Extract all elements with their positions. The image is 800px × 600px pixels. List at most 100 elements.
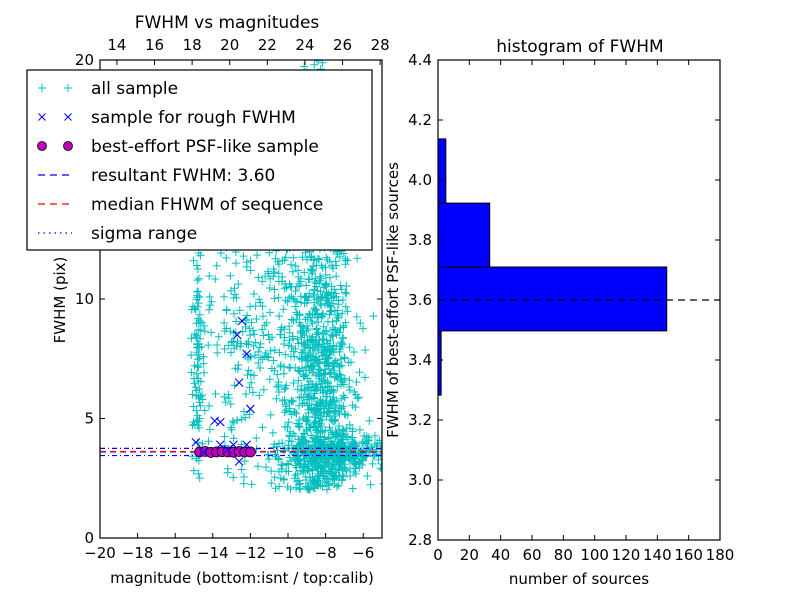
legend-entry-label: median FHWM of sequence <box>91 195 323 215</box>
rough-sample-point <box>215 417 225 427</box>
all-sample-point <box>331 326 340 335</box>
all-sample-point <box>279 475 288 484</box>
all-sample-point <box>228 417 237 426</box>
all-sample-point <box>332 272 341 281</box>
all-sample-point <box>282 467 291 476</box>
all-sample-point <box>303 321 312 330</box>
all-sample-point <box>247 378 256 387</box>
all-sample-point <box>258 325 267 334</box>
histogram-chart: histogram of FWHM 0 20 40 60 80 100 120 140 160 1… <box>384 37 734 588</box>
all-sample-point <box>302 281 311 290</box>
all-sample-point <box>310 404 319 413</box>
all-sample-point <box>430 436 438 444</box>
all-sample-point <box>330 412 339 421</box>
all-sample-point <box>346 358 355 367</box>
all-sample-point <box>304 344 313 353</box>
rough-sample-point <box>237 316 247 326</box>
all-sample-point <box>301 415 310 424</box>
all-sample-point <box>336 281 345 290</box>
all-sample-point <box>231 259 240 268</box>
all-sample-point <box>341 288 350 297</box>
all-sample-point <box>188 390 197 399</box>
all-sample-point <box>312 463 321 472</box>
all-sample-point <box>319 335 328 344</box>
all-sample-point <box>265 375 274 384</box>
all-sample-point <box>374 455 382 464</box>
all-sample-point <box>273 257 282 266</box>
all-sample-point <box>346 472 355 481</box>
all-sample-point <box>343 256 352 265</box>
all-sample-point <box>222 253 231 262</box>
all-sample-point <box>379 453 382 455</box>
all-sample-point <box>289 379 298 388</box>
all-sample-point <box>296 328 305 337</box>
all-sample-point <box>289 397 298 406</box>
all-sample-point <box>283 423 292 432</box>
all-sample-point <box>392 438 400 446</box>
histogram-bar <box>437 202 491 268</box>
all-sample-point <box>256 353 265 362</box>
all-sample-point <box>226 271 235 280</box>
all-sample-point <box>279 369 288 378</box>
all-sample-point <box>301 315 310 324</box>
all-sample-point <box>311 274 320 283</box>
y-tick-label: 4.4 <box>408 51 432 69</box>
all-sample-point <box>279 340 288 349</box>
all-sample-point <box>274 439 283 448</box>
all-sample-point <box>321 426 330 435</box>
all-sample-point <box>316 272 325 281</box>
all-sample-point <box>329 417 338 426</box>
all-sample-point <box>242 311 251 320</box>
all-sample-point <box>313 359 322 368</box>
all-sample-point <box>194 318 203 327</box>
all-sample-point <box>237 339 246 348</box>
all-sample-point <box>317 420 326 429</box>
all-sample-point <box>317 348 326 357</box>
scatter-ylabel: FWHM (pix) <box>51 257 69 344</box>
all-sample-point <box>223 464 232 473</box>
all-sample-point <box>335 439 344 448</box>
all-sample-point <box>309 304 318 313</box>
all-sample-point <box>369 312 378 321</box>
all-sample-point <box>244 340 253 349</box>
all-sample-point <box>319 322 328 331</box>
rough-sample-point <box>199 447 208 457</box>
all-sample-point <box>300 342 309 351</box>
all-sample-point <box>247 318 256 327</box>
all-sample-point <box>320 376 329 385</box>
y-tick-label: 3.2 <box>408 411 432 429</box>
legend-entry-label: resultant FWHM: 3.60 <box>91 166 275 186</box>
all-sample-point <box>205 305 214 314</box>
all-sample-point <box>330 475 339 484</box>
all-sample-point <box>295 279 304 288</box>
all-sample-point <box>345 376 354 385</box>
rough-sample-point <box>242 349 252 359</box>
x-tick-label: 60 <box>522 546 541 564</box>
all-sample-point <box>325 423 334 432</box>
all-sample-point <box>306 484 315 493</box>
all-sample-point <box>253 462 262 471</box>
all-sample-point <box>314 346 323 355</box>
all-sample-point <box>326 368 335 377</box>
all-sample-point <box>370 431 379 440</box>
all-sample-point <box>354 393 363 402</box>
all-sample-point <box>292 409 301 418</box>
all-sample-point <box>239 407 248 416</box>
all-sample-point <box>292 463 301 472</box>
y-tick-label: 5 <box>84 410 94 428</box>
all-sample-point <box>193 355 202 364</box>
all-sample-point <box>204 437 213 446</box>
all-sample-point <box>353 254 362 263</box>
all-sample-point <box>328 470 337 479</box>
all-sample-point <box>293 335 302 344</box>
all-sample-point <box>344 358 353 367</box>
all-sample-point <box>281 279 290 288</box>
all-sample-point <box>190 304 199 313</box>
all-sample-point <box>298 399 307 408</box>
all-sample-point <box>224 390 233 399</box>
all-sample-point <box>322 326 331 335</box>
all-sample-point <box>195 474 204 483</box>
all-sample-point <box>337 380 346 389</box>
all-sample-point <box>331 0 339 6</box>
